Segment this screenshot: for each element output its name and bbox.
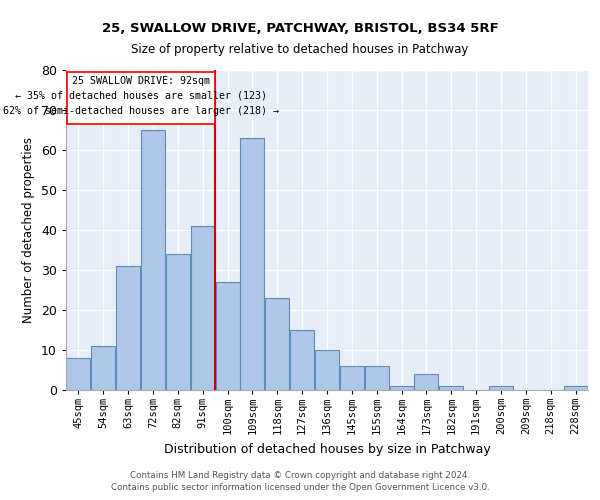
X-axis label: Distribution of detached houses by size in Patchway: Distribution of detached houses by size …	[164, 443, 490, 456]
Bar	[116, 266, 140, 390]
Y-axis label: Number of detached properties: Number of detached properties	[22, 137, 35, 323]
Bar	[315, 350, 339, 390]
Text: Contains public sector information licensed under the Open Government Licence v3: Contains public sector information licen…	[110, 484, 490, 492]
Bar	[67, 358, 91, 390]
Bar	[67, 72, 215, 124]
Bar	[389, 386, 413, 390]
Bar	[340, 366, 364, 390]
Bar	[91, 346, 115, 390]
Bar	[365, 366, 389, 390]
Bar	[265, 298, 289, 390]
Text: Size of property relative to detached houses in Patchway: Size of property relative to detached ho…	[131, 42, 469, 56]
Bar	[415, 374, 439, 390]
Text: 62% of semi-detached houses are larger (218) →: 62% of semi-detached houses are larger (…	[2, 106, 278, 116]
Bar	[215, 282, 239, 390]
Text: ← 35% of detached houses are smaller (123): ← 35% of detached houses are smaller (12…	[14, 91, 266, 101]
Bar	[191, 226, 215, 390]
Bar	[290, 330, 314, 390]
Bar	[166, 254, 190, 390]
Bar	[439, 386, 463, 390]
Bar	[141, 130, 165, 390]
Text: Contains HM Land Registry data © Crown copyright and database right 2024.: Contains HM Land Registry data © Crown c…	[130, 471, 470, 480]
Text: 25, SWALLOW DRIVE, PATCHWAY, BRISTOL, BS34 5RF: 25, SWALLOW DRIVE, PATCHWAY, BRISTOL, BS…	[101, 22, 499, 36]
Bar	[241, 138, 265, 390]
Text: 25 SWALLOW DRIVE: 92sqm: 25 SWALLOW DRIVE: 92sqm	[71, 76, 209, 86]
Bar	[563, 386, 587, 390]
Bar	[489, 386, 513, 390]
